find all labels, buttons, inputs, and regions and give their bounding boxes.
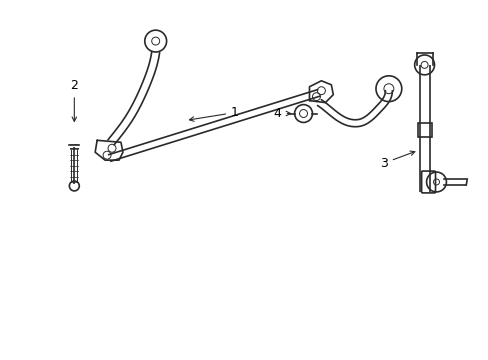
- Text: 1: 1: [189, 106, 239, 121]
- Text: 3: 3: [379, 151, 414, 170]
- Bar: [417, 123, 431, 137]
- Text: 2: 2: [70, 79, 78, 121]
- Text: 4: 4: [273, 107, 290, 120]
